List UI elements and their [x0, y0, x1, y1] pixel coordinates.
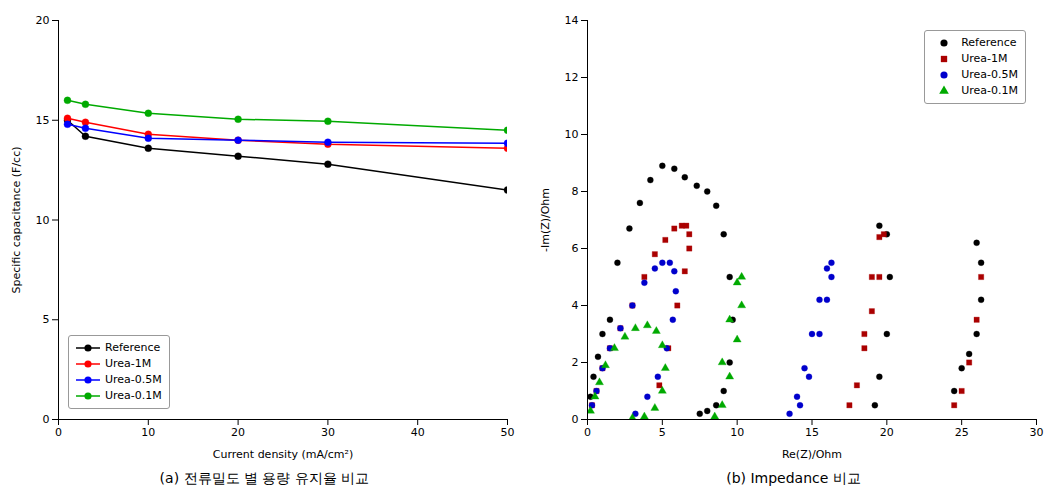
svg-text:Specific capacitance (F/cc): Specific capacitance (F/cc) — [10, 147, 23, 294]
html-text:(a) 전류밀도 별 용량 유지율 비교: (a) 전류밀도 별 용량 유지율 비교 — [159, 470, 370, 486]
svg-text:10: 10 — [565, 128, 579, 141]
svg-text:5: 5 — [659, 426, 666, 439]
svg-text:Current density (mA/cm²): Current density (mA/cm²) — [213, 448, 353, 461]
svg-text:5: 5 — [43, 313, 50, 326]
svg-text:-Im(Z)/Ohm: -Im(Z)/Ohm — [539, 188, 552, 252]
svg-text:6: 6 — [572, 242, 579, 255]
svg-text:20: 20 — [231, 426, 245, 439]
html-text:Urea-0.5M: Urea-0.5M — [961, 68, 1018, 81]
svg-text:0: 0 — [572, 413, 579, 426]
svg-text:2: 2 — [572, 356, 579, 369]
svg-text:20: 20 — [36, 14, 50, 27]
svg-text:0: 0 — [55, 426, 62, 439]
svg-text:0: 0 — [43, 413, 50, 426]
svg-text:10: 10 — [36, 214, 50, 227]
svg-text:30: 30 — [321, 426, 335, 439]
html-text:Urea-0.1M: Urea-0.1M — [105, 389, 162, 402]
svg-text:4: 4 — [572, 299, 579, 312]
html-text:Reference: Reference — [105, 341, 161, 354]
svg-text:10: 10 — [141, 426, 155, 439]
html-text:Reference: Reference — [961, 36, 1017, 49]
svg-text:10: 10 — [730, 426, 744, 439]
svg-text:12: 12 — [565, 71, 579, 84]
html-text:Urea-0.5M: Urea-0.5M — [105, 373, 162, 386]
svg-text:50: 50 — [501, 426, 515, 439]
svg-text:25: 25 — [955, 426, 969, 439]
html-text:(b) Impedance 비교: (b) Impedance 비교 — [726, 470, 861, 486]
svg-text:15: 15 — [36, 114, 50, 127]
svg-text:8: 8 — [572, 185, 579, 198]
html-text:Urea-1M: Urea-1M — [105, 357, 152, 370]
svg-text:15: 15 — [805, 426, 819, 439]
svg-text:40: 40 — [411, 426, 425, 439]
html-text:Urea-1M: Urea-1M — [961, 52, 1008, 65]
svg-text:30: 30 — [1030, 426, 1044, 439]
svg-text:Re(Z)/Ohm: Re(Z)/Ohm — [782, 448, 842, 461]
svg-text:14: 14 — [565, 14, 579, 27]
svg-text:0: 0 — [584, 426, 591, 439]
html-text:Urea-0.1M: Urea-0.1M — [961, 84, 1018, 97]
svg-text:20: 20 — [880, 426, 894, 439]
